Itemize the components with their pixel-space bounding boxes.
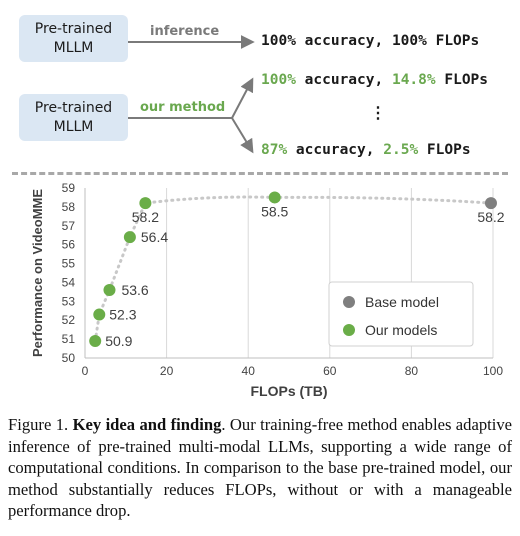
y-tick-label: 58 — [62, 200, 76, 214]
x-tick-label: 80 — [405, 364, 419, 378]
y-tick-label: 55 — [62, 257, 76, 271]
legend-marker — [343, 296, 355, 308]
y-tick-label: 59 — [62, 181, 76, 195]
point-value-label: 52.3 — [109, 307, 136, 323]
base-model-point — [484, 197, 497, 210]
caption-prefix: Figure 1. — [8, 415, 73, 434]
y-axis-title: Performance on VideoMME — [30, 189, 45, 357]
x-axis-title: FLOPs (TB) — [251, 383, 328, 399]
legend-label: Base model — [365, 294, 439, 310]
x-tick-label: 40 — [242, 364, 256, 378]
caption-text: . Our training-free method enables adapt… — [8, 415, 513, 521]
y-tick-label: 53 — [62, 294, 76, 308]
legend-label: Our models — [365, 322, 437, 338]
result-low-flops-value: 2.5% — [383, 142, 419, 158]
result-low-acc-word: accuracy, — [287, 142, 375, 158]
pretrained-mllm-box-bottom: Pre-trained MLLM — [19, 94, 128, 141]
result-high-flops-value: 14.8% — [391, 72, 436, 88]
x-tick-label: 0 — [82, 364, 89, 378]
y-tick-label: 51 — [62, 332, 76, 346]
performance-vs-flops-chart: 50 51 52 53 54 55 56 57 58 59 0 20 40 60 80 100 FLOPs (T… — [30, 181, 505, 399]
point-value-label: 58.2 — [132, 209, 159, 225]
result-low-flops-word: FLOPs — [418, 142, 471, 158]
result-base-flops: 100% FLOPs — [391, 33, 480, 49]
method-arrow-down — [231, 117, 254, 154]
diagram-arrows — [128, 35, 255, 154]
result-low-acc-value: 87% — [261, 142, 288, 158]
y-tick-label: 56 — [62, 238, 76, 252]
caption-bold: Key idea and finding — [72, 415, 222, 434]
inference-label: inference — [150, 24, 220, 39]
box-bottom-line1: Pre-trained — [34, 99, 113, 116]
point-value-label: 50.9 — [105, 333, 132, 349]
section-divider — [12, 172, 508, 175]
y-tick-label: 54 — [62, 275, 76, 289]
result-high: 100% accuracy, 14.8% FLOPs — [261, 72, 488, 88]
x-tick-label: 100 — [483, 364, 503, 378]
box-bottom-line2: MLLM — [53, 118, 94, 135]
box-top-line1: Pre-trained — [34, 20, 113, 37]
legend-box — [328, 281, 474, 347]
point-value-label: 58.5 — [261, 203, 288, 219]
our-model-point — [89, 335, 102, 347]
box-top-line2: MLLM — [53, 39, 94, 56]
point-value-label: 53.6 — [121, 282, 148, 298]
our-model-point — [139, 197, 152, 210]
result-base: 100% accuracy, 100% FLOPs — [261, 33, 479, 49]
result-low: 87% accuracy, 2.5% FLOPs — [261, 142, 471, 158]
our-method-label: our method — [140, 100, 226, 115]
x-tick-label: 20 — [160, 364, 174, 378]
method-arrow-up — [231, 77, 254, 119]
result-high-acc-word: accuracy, — [295, 72, 384, 88]
x-tick-label: 60 — [323, 364, 337, 378]
y-tick-label: 52 — [62, 313, 76, 327]
our-model-point — [268, 191, 281, 204]
result-high-flops-word: FLOPs — [435, 72, 489, 88]
pretrained-mllm-box-top: Pre-trained MLLM — [19, 15, 128, 62]
result-base-accuracy: 100% accuracy, — [261, 33, 384, 49]
point-value-label: 56.4 — [141, 229, 168, 245]
vertical-ellipsis: ⋮ — [370, 103, 386, 122]
point-value-label: 58.2 — [477, 209, 504, 225]
our-model-point — [93, 308, 106, 321]
figure-caption: Figure 1. Key idea and finding. Our trai… — [8, 414, 512, 522]
y-tick-label: 57 — [62, 219, 76, 233]
result-high-acc-value: 100% — [261, 72, 296, 88]
our-model-point — [103, 284, 116, 296]
legend-marker — [343, 324, 355, 336]
y-tick-label: 50 — [62, 351, 76, 365]
our-model-point — [123, 231, 136, 244]
